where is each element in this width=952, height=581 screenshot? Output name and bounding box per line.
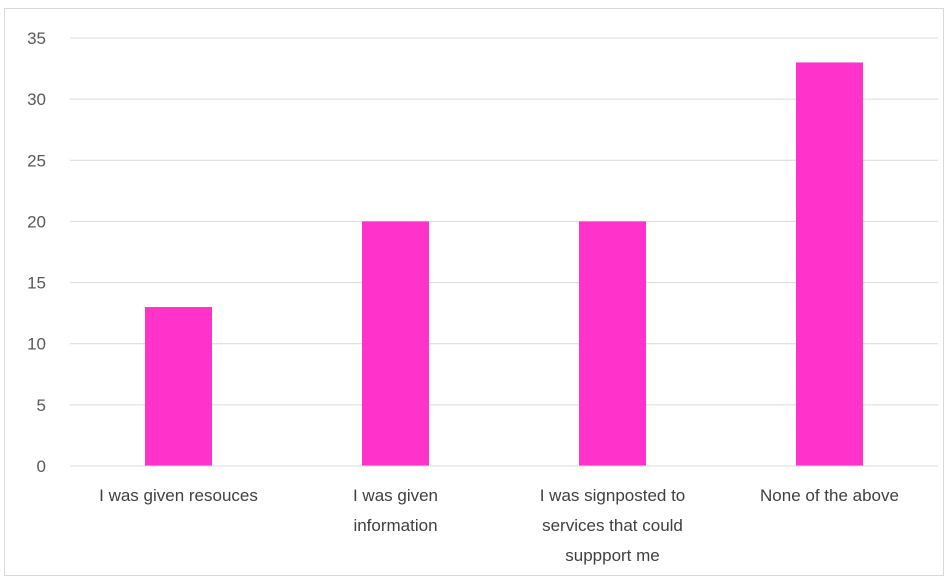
y-tick-label: 25 xyxy=(27,151,46,170)
y-tick-label: 20 xyxy=(27,212,46,231)
x-category-label-line: suppport me xyxy=(565,546,660,565)
x-category-label: I was given resouces xyxy=(99,486,258,505)
y-tick-label: 30 xyxy=(27,90,46,109)
x-category-label: I was signposted to services that could su… xyxy=(540,486,686,565)
bar xyxy=(145,307,212,466)
y-tick-label: 0 xyxy=(37,457,46,476)
chart-frame xyxy=(4,8,944,576)
x-category-label-line: None of the above xyxy=(760,486,899,505)
y-tick-label: 10 xyxy=(27,335,46,354)
bar xyxy=(362,221,429,466)
x-category-label-line: information xyxy=(353,516,437,535)
bar xyxy=(579,221,646,466)
y-tick-label: 35 xyxy=(27,29,46,48)
x-category-label-line: I was signposted to xyxy=(540,486,686,505)
y-tick-label: 5 xyxy=(37,396,46,415)
bar xyxy=(796,62,863,466)
gridlines xyxy=(70,37,938,406)
x-category-label: I was given information xyxy=(353,486,438,535)
y-axis-tick-labels: 0 5 10 15 20 25 30 35 xyxy=(27,29,46,476)
bars xyxy=(145,62,863,466)
x-axis-category-labels: I was given resouces I was given informati… xyxy=(99,486,899,565)
x-category-label-line: I was given resouces xyxy=(99,486,258,505)
x-category-label: None of the above xyxy=(760,486,899,505)
y-tick-label: 15 xyxy=(27,274,46,293)
x-category-label-line: I was given xyxy=(353,486,438,505)
x-category-label-line: services that could xyxy=(542,516,683,535)
